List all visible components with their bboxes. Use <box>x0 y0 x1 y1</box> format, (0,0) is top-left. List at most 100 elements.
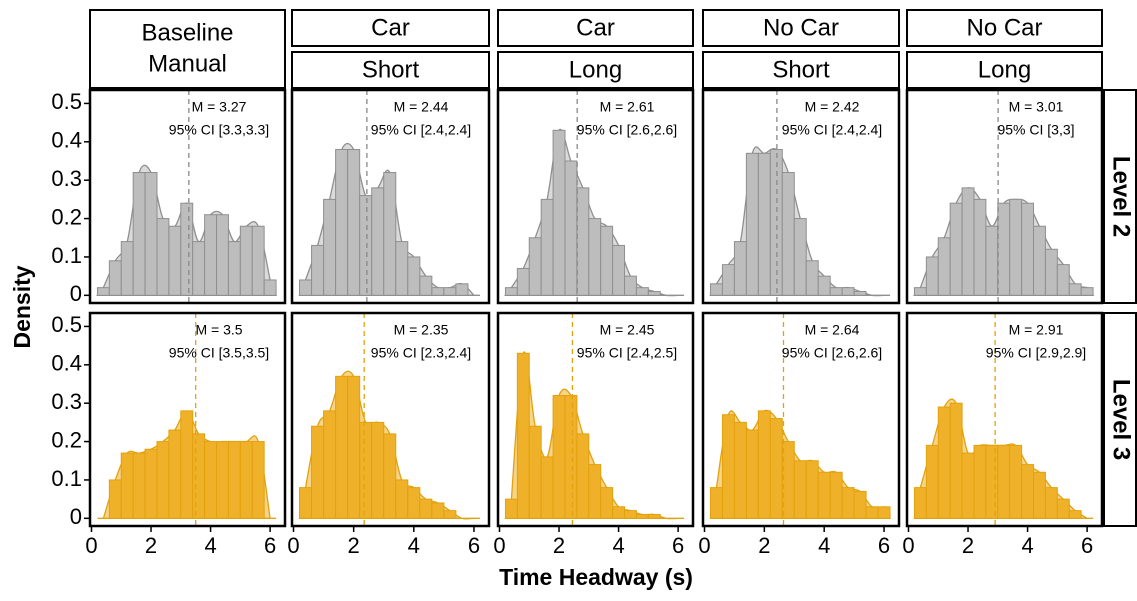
bar <box>829 471 843 519</box>
bar <box>431 502 445 519</box>
strip-box <box>906 9 1103 47</box>
x-tick-label: 6 <box>672 533 684 558</box>
x-tick-label: 2 <box>962 533 974 558</box>
mean-label: M = 3.27 <box>192 99 247 115</box>
bar <box>721 414 735 519</box>
bar <box>204 214 218 296</box>
bar <box>419 275 433 296</box>
y-axis-label: Density <box>9 265 35 348</box>
bar <box>925 444 939 519</box>
strip-box <box>497 9 694 47</box>
bar <box>733 421 747 519</box>
bar <box>192 241 206 296</box>
strip-box <box>291 51 490 89</box>
bar <box>443 510 457 519</box>
x-tick-label: 4 <box>1021 533 1033 558</box>
y-tick-label: 0.3 <box>51 166 82 191</box>
strip-label: Baseline <box>141 19 233 46</box>
strip-box <box>89 9 286 89</box>
strip-label: Long <box>569 56 622 83</box>
bar <box>624 275 637 296</box>
bar <box>180 410 194 519</box>
x-tick-label: 0 <box>493 533 505 558</box>
strip-box <box>1103 89 1137 304</box>
y-tick-label: 0.2 <box>51 427 82 452</box>
bar <box>299 279 313 296</box>
bar <box>239 225 253 296</box>
bar <box>335 148 349 296</box>
bar <box>419 498 433 519</box>
bar <box>540 198 554 296</box>
bar <box>733 241 747 296</box>
panel-frame <box>290 311 491 528</box>
bar <box>216 214 229 296</box>
bar <box>132 452 146 519</box>
bar <box>431 287 445 296</box>
bar <box>709 283 723 296</box>
bar <box>1068 283 1082 296</box>
bar <box>516 267 530 296</box>
bar <box>709 487 723 519</box>
ci-label: 95% CI [3,3] <box>997 122 1074 138</box>
bar <box>168 225 182 296</box>
ci-label: 95% CI [2.6,2.6] <box>577 122 677 138</box>
bar <box>1068 510 1082 519</box>
bar <box>299 487 313 519</box>
bar <box>1009 198 1023 296</box>
mean-label: M = 2.61 <box>600 99 655 115</box>
bar <box>1044 248 1058 296</box>
bar <box>552 395 566 519</box>
bar <box>263 279 277 296</box>
bar <box>949 402 963 519</box>
bar <box>227 241 241 296</box>
ci-label: 95% CI [2.9,2.9] <box>986 345 1086 361</box>
x-tick-label: 0 <box>287 533 299 558</box>
panel-frame <box>905 88 1104 305</box>
bar <box>925 256 939 296</box>
bar <box>455 283 469 296</box>
bar <box>1080 287 1094 296</box>
y-tick-label: 0.1 <box>51 243 82 268</box>
bar <box>1021 464 1035 519</box>
bar <box>853 490 867 519</box>
bar <box>528 425 542 519</box>
x-tick-label: 0 <box>698 533 710 558</box>
bar <box>949 202 963 296</box>
bar <box>997 444 1011 519</box>
bar <box>1056 264 1070 296</box>
mean-label: M = 2.91 <box>1009 322 1064 338</box>
strip-label: Short <box>362 56 420 83</box>
bar <box>985 225 999 296</box>
strip-box <box>906 51 1103 89</box>
bar <box>841 487 855 519</box>
x-tick-label: 4 <box>612 533 624 558</box>
bar <box>745 429 759 519</box>
strip-box <box>497 51 694 89</box>
bar <box>144 172 158 296</box>
row-strip-label: Level 3 <box>1108 379 1135 460</box>
bar <box>108 479 122 519</box>
mean-label: M = 2.42 <box>805 99 860 115</box>
bar <box>612 506 626 519</box>
x-tick-label: 4 <box>408 533 420 558</box>
bar <box>311 244 325 296</box>
bar <box>156 441 170 519</box>
bar <box>504 498 518 519</box>
bar <box>721 264 735 296</box>
strip-box <box>291 9 490 47</box>
panel-frame <box>290 88 491 305</box>
bar <box>132 172 146 296</box>
bar <box>877 506 891 519</box>
ci-label: 95% CI [2.4,2.4] <box>371 122 471 138</box>
bar <box>528 237 542 296</box>
x-tick-label: 6 <box>878 533 890 558</box>
strip-box <box>702 9 900 47</box>
x-tick-label: 0 <box>902 533 914 558</box>
bar <box>985 444 999 519</box>
bar <box>552 129 566 296</box>
strip-label: No Car <box>966 14 1042 41</box>
y-tick-label: 0.4 <box>51 128 82 153</box>
bar <box>647 513 661 519</box>
ci-label: 95% CI [2.4,2.5] <box>577 345 677 361</box>
